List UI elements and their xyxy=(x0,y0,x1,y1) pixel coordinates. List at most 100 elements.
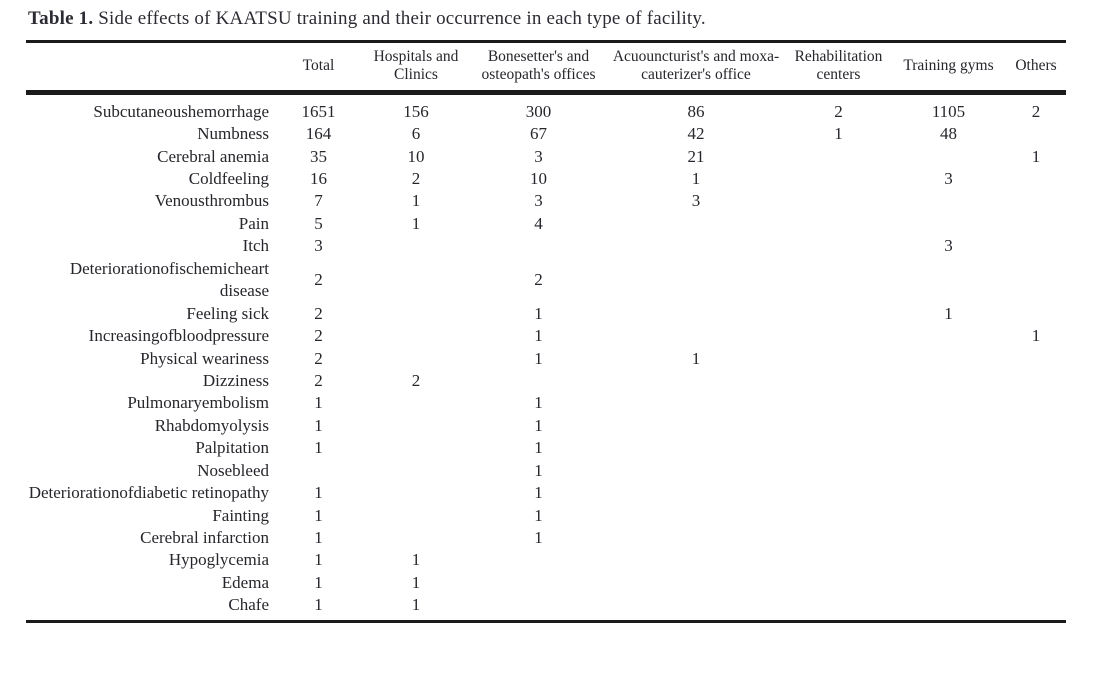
cell-value: 16 xyxy=(310,169,327,188)
side-effects-table: Total Hospitals and Clinics Bonesetter's a… xyxy=(26,39,1066,623)
cell-value xyxy=(786,213,891,235)
cell-value xyxy=(891,594,1006,621)
row-label: Subcutaneoushemorrhage xyxy=(93,101,269,121)
cell-value xyxy=(606,437,786,459)
row-label: Deteriorationofischemicheart disease xyxy=(69,258,269,301)
row-label: Feeling sick xyxy=(186,303,269,323)
cell-value xyxy=(1006,303,1066,325)
cell-value xyxy=(606,258,786,303)
cell-value xyxy=(471,594,606,621)
table-row: Edema 1 1 xyxy=(26,572,1066,594)
cell-value xyxy=(1006,505,1066,527)
row-label-column-header xyxy=(26,39,276,95)
cell-value xyxy=(1006,235,1066,257)
cell-value xyxy=(1006,348,1066,370)
cell-value xyxy=(606,572,786,594)
table-caption-text: Side effects of KAATSU training and thei… xyxy=(93,8,706,29)
cell-value xyxy=(891,370,1006,392)
cell-value: 2 xyxy=(314,303,323,323)
cell-value: 1 xyxy=(314,572,323,592)
cell-value xyxy=(891,392,1006,414)
cell-value: 2 xyxy=(411,169,421,188)
cell-value: 1 xyxy=(314,415,323,435)
cell-value xyxy=(1006,437,1066,459)
table-header-row: Total Hospitals and Clinics Bonesetter's a… xyxy=(26,39,1066,95)
cell-value: 1 xyxy=(834,124,843,144)
cell-value xyxy=(1006,123,1066,145)
row-label: Dizziness xyxy=(202,370,269,390)
cell-value xyxy=(786,460,891,482)
cell-value: 1 xyxy=(314,483,323,503)
cell-value xyxy=(1006,594,1066,621)
cell-value: 1651 xyxy=(301,101,336,121)
column-header: Rehabilitation centers xyxy=(786,39,891,95)
cell-value: 1105 xyxy=(931,101,966,121)
table-row: Numbness 164 6 67 42 1 48 xyxy=(26,123,1066,145)
cell-value: 2 xyxy=(314,326,323,346)
table-caption: Table 1. Side effects of KAATSU training… xyxy=(28,7,1094,31)
table-row: Pain 5 1 4 xyxy=(26,213,1066,235)
column-header: Bonesetter's and osteopath's offices xyxy=(471,39,606,95)
row-label: Coldfeeling xyxy=(188,169,269,188)
cell-value xyxy=(471,370,606,392)
cell-value xyxy=(891,482,1006,504)
cell-value xyxy=(276,460,361,482)
cell-value: 4 xyxy=(534,213,543,233)
cell-value: 1 xyxy=(1031,326,1041,346)
cell-value: 3 xyxy=(944,169,953,188)
table-row: Rhabdomyolysis 1 1 xyxy=(26,415,1066,437)
cell-value xyxy=(361,348,471,370)
cell-value: 1 xyxy=(534,303,543,323)
cell-value: 48 xyxy=(940,124,957,144)
cell-value: 1 xyxy=(314,550,323,570)
cell-value xyxy=(606,392,786,414)
cell-value xyxy=(361,392,471,414)
cell-value: 1 xyxy=(534,415,543,435)
cell-value xyxy=(1006,572,1066,594)
column-header: Training gyms xyxy=(891,39,1006,95)
row-label: Deteriorationofdiabetic retinopathy xyxy=(28,483,269,503)
cell-value xyxy=(471,235,606,257)
cell-value: 10 xyxy=(407,146,425,166)
cell-value xyxy=(606,549,786,571)
column-header: Others xyxy=(1006,39,1066,95)
cell-value xyxy=(891,325,1006,347)
cell-value xyxy=(786,482,891,504)
cell-value xyxy=(786,370,891,392)
cell-value xyxy=(786,392,891,414)
cell-value xyxy=(1006,258,1066,303)
row-label: Increasingofbloodpressure xyxy=(88,326,269,346)
row-label: Palpitation xyxy=(195,438,269,458)
cell-value xyxy=(891,549,1006,571)
cell-value xyxy=(1006,190,1066,212)
cell-value xyxy=(891,190,1006,212)
cell-value: 86 xyxy=(687,101,705,121)
cell-value: 3 xyxy=(944,236,953,256)
cell-value xyxy=(606,325,786,347)
cell-value xyxy=(786,348,891,370)
cell-value xyxy=(361,258,471,303)
cell-value xyxy=(1006,527,1066,549)
table-row: Itch 3 3 xyxy=(26,235,1066,257)
row-label: Numbness xyxy=(197,124,269,144)
table-row: Hypoglycemia 1 1 xyxy=(26,549,1066,571)
table-caption-label: Table 1. xyxy=(28,8,94,29)
cell-value xyxy=(891,348,1006,370)
cell-value: 1 xyxy=(314,505,323,525)
cell-value xyxy=(891,415,1006,437)
cell-value: 10 xyxy=(530,169,547,188)
cell-value xyxy=(786,146,891,168)
cell-value xyxy=(1006,482,1066,504)
cell-value: 1 xyxy=(534,438,543,458)
cell-value xyxy=(891,213,1006,235)
cell-value: 21 xyxy=(687,146,705,166)
table-row: Venousthrombus 7 1 3 3 xyxy=(26,190,1066,212)
table-row: Cerebral infarction 1 1 xyxy=(26,527,1066,549)
cell-value xyxy=(361,235,471,257)
cell-value xyxy=(606,460,786,482)
cell-value: 1 xyxy=(411,191,421,211)
cell-value: 2 xyxy=(314,370,323,390)
cell-value: 1 xyxy=(314,528,323,547)
cell-value: 1 xyxy=(314,393,323,413)
